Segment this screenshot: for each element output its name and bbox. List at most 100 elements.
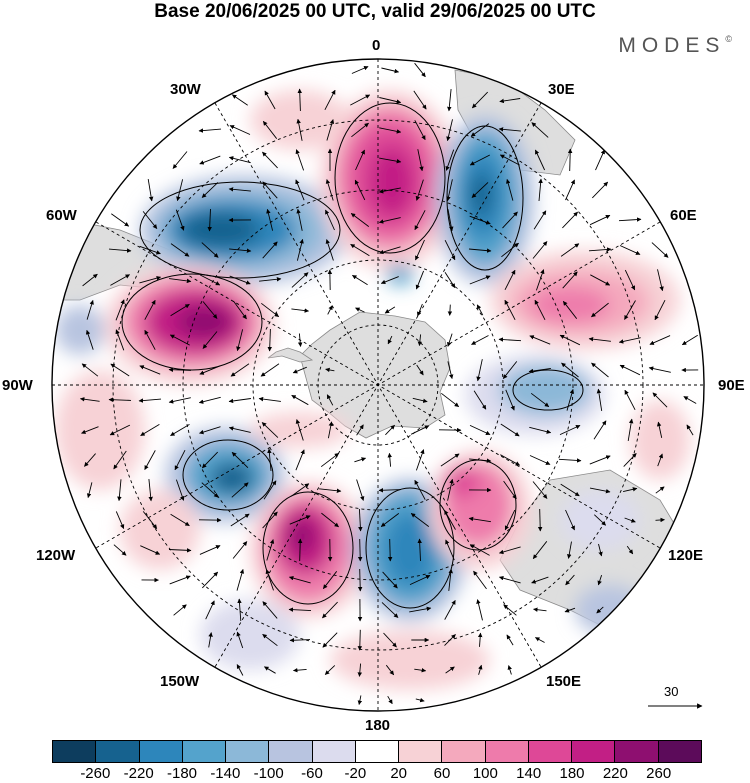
colorbar-tick-label: -20 [344, 765, 367, 782]
wind-arrow [170, 513, 190, 527]
wind-arrow [593, 420, 607, 440]
wind-arrow [500, 454, 521, 466]
wind-arrow [478, 664, 483, 675]
modes-logo: MODES© [618, 34, 732, 58]
wind-arrow [683, 396, 697, 404]
wind-arrow [385, 424, 395, 436]
colorbar-segment [269, 741, 313, 762]
wind-arrow [590, 274, 611, 286]
wind-arrow [471, 91, 489, 109]
wind-arrow [561, 362, 579, 378]
colorbar-segment [572, 741, 616, 762]
wind-arrow [531, 576, 549, 584]
wind-arrow [529, 455, 551, 465]
colorbar-segment [399, 741, 443, 762]
wind-arrow [498, 575, 521, 584]
wind-arrow [445, 539, 455, 561]
wind-arrow [236, 631, 244, 649]
wind-arrow [355, 307, 365, 313]
wind-arrow [591, 362, 609, 378]
wind-arrow [657, 269, 664, 292]
wind-arrow [596, 388, 603, 411]
lon-label-150w: 150W [160, 673, 200, 690]
wind-arrow [291, 308, 310, 313]
wind-arrow [529, 335, 551, 345]
wind-arrow [382, 571, 398, 589]
wind-arrow [233, 300, 247, 320]
wind-arrow [619, 364, 641, 376]
wind-arrow [413, 90, 427, 110]
wind-arrow [231, 482, 249, 498]
wind-arrow [380, 276, 399, 285]
wind-arrow [410, 513, 430, 527]
wind-arrow [261, 302, 280, 318]
wind-arrow [648, 366, 671, 373]
colorbar-segment [53, 741, 97, 762]
lon-label-60w: 60W [46, 207, 77, 224]
wind-arrow [476, 304, 484, 316]
wind-arrow [237, 598, 242, 622]
wind-arrow [297, 538, 303, 562]
wind-arrow [534, 149, 546, 171]
wind-arrow [258, 396, 281, 402]
wind-arrow [503, 604, 517, 616]
colorbar-segment [615, 741, 659, 762]
wind-arrow [446, 119, 453, 142]
wind-arrow [560, 243, 580, 257]
wind-arrow [262, 633, 278, 647]
wind-arrow [624, 389, 636, 411]
wind-arrow [297, 333, 303, 347]
wind-arrow [357, 568, 363, 592]
wind-arrow [686, 424, 694, 436]
wind-arrow [262, 601, 278, 619]
wind-arrow [502, 361, 518, 379]
wind-arrow [266, 539, 275, 561]
colorbar-tick-label: 260 [646, 765, 672, 782]
lon-label-120e: 120E [668, 547, 704, 564]
wind-arrow [414, 62, 426, 78]
wind-arrow [507, 665, 512, 675]
wind-arrow [295, 419, 304, 441]
wind-arrow [174, 449, 186, 471]
colorbar-segment [658, 741, 701, 762]
polar-map [51, 58, 705, 712]
wind-arrow [201, 242, 219, 258]
wind-arrow [296, 118, 303, 141]
wind-arrow [356, 424, 364, 436]
reference-vector-label: 30 [664, 684, 679, 699]
wind-arrow [447, 209, 454, 232]
wind-arrow [201, 482, 219, 498]
wind-arrow [85, 329, 94, 350]
wind-arrow [477, 632, 483, 647]
wind-arrow [417, 149, 424, 172]
wind-arrow [562, 300, 578, 319]
wind-arrow [591, 302, 609, 318]
wind-arrow [291, 272, 309, 288]
wind-arrow [350, 94, 371, 106]
wind-arrow [228, 187, 251, 192]
wind-arrow [355, 149, 365, 171]
wind-arrow [198, 396, 221, 404]
wind-arrow [503, 480, 517, 500]
wind-arrow [448, 568, 453, 591]
wind-arrow [199, 426, 221, 435]
wind-arrow [295, 149, 305, 171]
wind-arrow [533, 607, 547, 612]
wind-arrow [357, 663, 363, 677]
colorbar-tick-label: 20 [390, 765, 407, 782]
wind-arrow [262, 120, 278, 139]
wind-arrow [350, 213, 370, 227]
wind-arrow [471, 182, 489, 198]
wind-arrow [654, 299, 666, 321]
wind-arrow [469, 458, 492, 463]
wind-arrow [110, 274, 130, 286]
wind-arrow [498, 546, 521, 555]
wind-arrow [230, 513, 250, 527]
wind-arrow [651, 242, 669, 258]
wind-arrow [533, 210, 547, 230]
wind-arrow [110, 363, 130, 377]
antarctica-landmass [299, 311, 451, 439]
wind-arrow [144, 450, 156, 470]
colorbar-tick-label: -260 [80, 765, 111, 782]
wind-arrow [381, 67, 400, 74]
